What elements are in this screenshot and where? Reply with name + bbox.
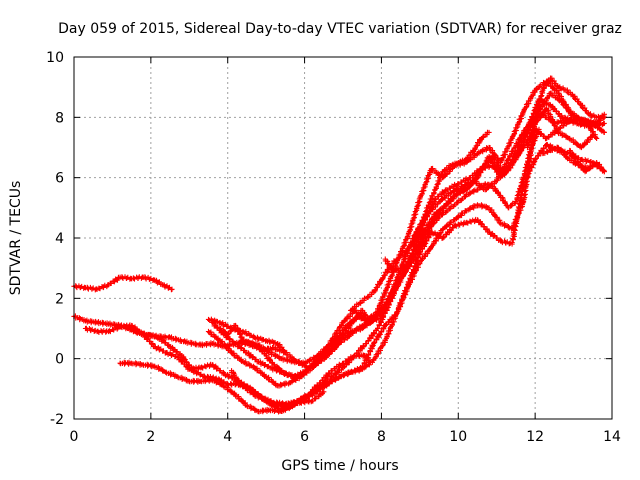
y-tick-label: 10 — [46, 50, 64, 66]
y-tick-label: 0 — [55, 352, 64, 368]
x-axis-label: GPS time / hours — [281, 458, 398, 474]
series-12 — [205, 316, 288, 356]
series-8 — [236, 90, 600, 371]
y-tick-label: 2 — [55, 291, 64, 307]
series-9 — [217, 307, 373, 380]
y-tick-label: 6 — [55, 171, 64, 187]
series-16-markers — [540, 144, 607, 175]
series-9-markers — [217, 307, 373, 380]
series-16 — [540, 144, 607, 175]
y-tick-label: -2 — [50, 412, 64, 428]
x-tick-label: 10 — [449, 429, 467, 445]
x-tick-label: 12 — [526, 429, 544, 445]
y-axis-label: SDTVAR / TECUs — [8, 181, 24, 296]
x-tick-label: 2 — [146, 429, 155, 445]
x-tick-label: 0 — [70, 429, 79, 445]
series-14 — [524, 75, 607, 151]
x-tick-label: 8 — [377, 429, 386, 445]
series-8-markers — [236, 90, 600, 371]
y-tick-label: 4 — [55, 231, 64, 247]
series-17-markers — [382, 126, 542, 275]
series-11-markers — [228, 368, 327, 409]
x-tick-label: 6 — [300, 429, 309, 445]
series-12-markers — [205, 316, 288, 356]
x-tick-label: 14 — [603, 429, 621, 445]
x-tick-label: 4 — [223, 429, 232, 445]
series-13 — [348, 129, 492, 313]
data-points — [71, 75, 607, 415]
series-13-markers — [348, 129, 492, 313]
y-tick-label: 8 — [55, 110, 64, 126]
series-17 — [382, 126, 542, 275]
series-11 — [228, 368, 327, 409]
axis-ticks: 0 2 4 6 8 10 12 14 -2 0 2 4 6 8 10 — [46, 50, 621, 445]
series-14-markers — [524, 75, 607, 151]
chart-title: Day 059 of 2015, Sidereal Day-to-day VTE… — [58, 21, 622, 37]
